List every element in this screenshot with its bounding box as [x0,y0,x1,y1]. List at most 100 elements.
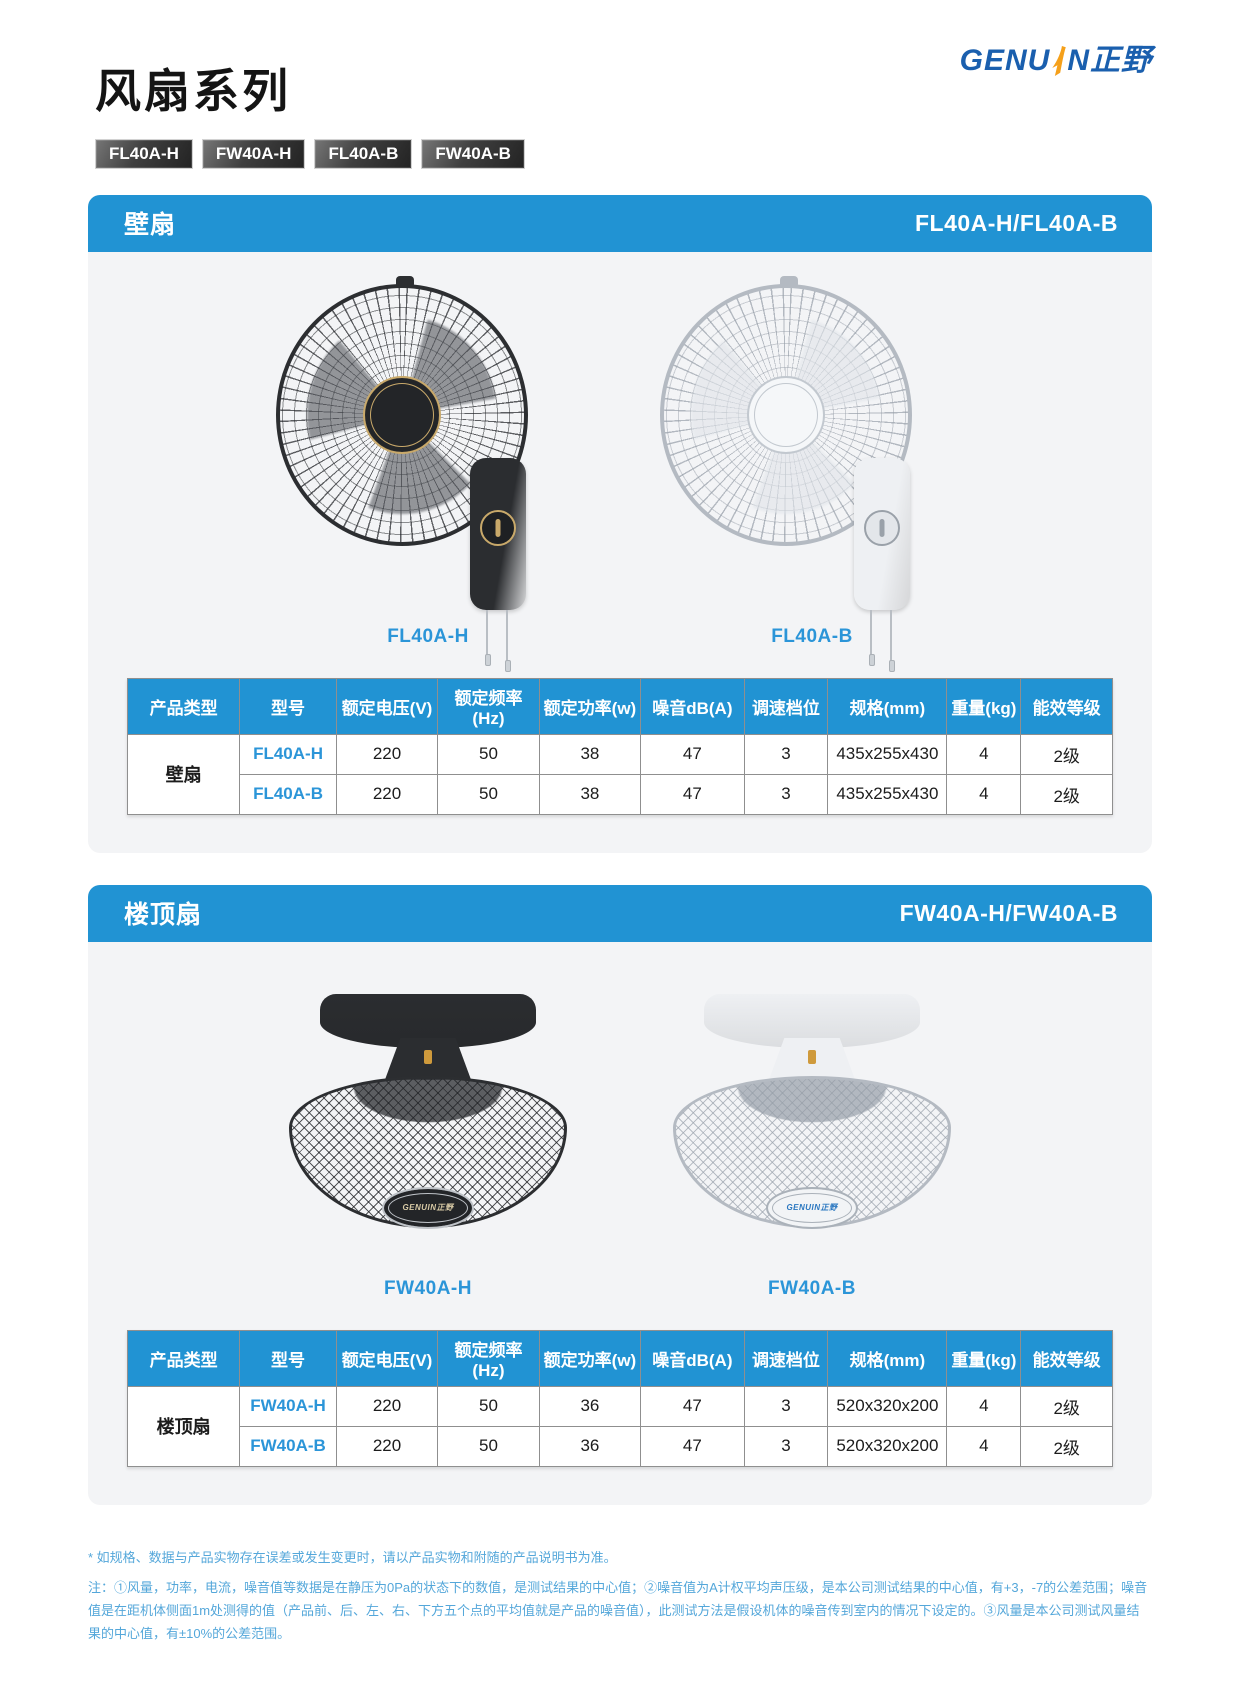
ceiling-mount [320,993,536,1048]
logo-text-right: N [1067,44,1090,77]
table-cell: 4 [946,773,1022,815]
model-badge: FL40A-B [314,138,413,169]
fan-cage [660,283,912,546]
logo-text-left: GENU [959,44,1051,77]
cap-brand-text: GENUIN正野 [786,1203,838,1213]
table-cell: 435x255x430 [827,733,948,775]
table-header-cell: 能效等级 [1020,1329,1113,1387]
fan-center-cap: GENUIN正野 [382,1186,474,1229]
table-header-cell: 额定功率(w) [538,1329,642,1387]
table-cell: 4 [946,733,1022,775]
category-cell: 楼顶扇 [126,1385,241,1467]
wall-fan-graphic [258,275,598,672]
model-badge: FW40A-H [201,138,306,169]
wall-fan-spec-table: 产品类型 型号 额定电压(V) 额定频率(Hz) 额定功率(w) 噪音dB(A)… [126,677,1113,815]
section-model-codes: FW40A-H/FW40A-B [899,899,1118,926]
wall-fan-black-image [258,275,598,672]
table-cell: 47 [640,1385,745,1427]
section-title: 壁扇 [124,211,177,240]
section-header: 楼顶扇 FW40A-H/FW40A-B [88,884,1152,942]
fan-body-column [470,457,526,610]
table-cell: 2级 [1020,733,1113,775]
table-cell: 2级 [1020,773,1113,815]
fan-cage [276,283,528,546]
table-header-cell: 型号 [239,1329,337,1387]
model-badge: FL40A-H [95,138,193,169]
table-cell: 36 [538,1425,642,1467]
table-cell: 50 [437,733,540,775]
product-label: FW40A-B [768,1277,856,1299]
table-header-cell: 重量(kg) [946,677,1022,735]
test-method-note: 注：①风量，功率，电流，噪音值等数据是在静压为0Pa的状态下的数值，是测试结果的… [88,1580,1148,1641]
table-cell: 3 [743,1385,829,1427]
table-cell: 47 [640,733,745,775]
ceiling-fan-white-figure: GENUIN正野 FW40A-B [642,968,982,1300]
table-header-cell: 额定频率(Hz) [437,677,540,735]
product-label: FW40A-H [384,1277,472,1299]
fan-speed-knob [864,509,900,546]
category-cell: 壁扇 [126,733,241,815]
table-header-row: 产品类型 型号 额定电压(V) 额定频率(Hz) 额定功率(w) 噪音dB(A)… [126,1329,1113,1387]
disclaimer-note: * 如规格、数据与产品实物存在误差或发生变更时，请以产品实物和附随的产品说明书为… [88,1549,617,1565]
table-header-cell: 规格(mm) [827,677,948,735]
table-cell: 47 [640,773,745,815]
table-header-cell: 额定电压(V) [335,1329,439,1387]
table-cell: 36 [538,1385,642,1427]
fan-pull-cord [889,609,895,672]
table-cell: 2级 [1020,1425,1113,1467]
fan-hub [363,375,441,454]
fan-hub [747,375,825,454]
table-header-cell: 重量(kg) [946,1329,1022,1387]
table-header-cell: 能效等级 [1020,677,1113,735]
product-label: FL40A-B [771,625,853,647]
ceiling-fan-graphic: GENUIN正野 [642,968,982,1268]
model-badge: FW40A-B [421,138,525,169]
section-wall-fan: 壁扇 FL40A-H/FL40A-B [88,194,1152,853]
ceiling-pivot-pin [808,1049,816,1064]
page-header: GENU N 正野 风扇系列 FL40A-H FW40A-H FL40A-B FW4… [0,0,1240,169]
table-cell: 50 [437,1385,540,1427]
table-header-cell: 产品类型 [126,677,241,735]
wall-fan-white-figure: FL40A-B [642,275,982,672]
table-header-cell: 噪音dB(A) [640,1329,745,1387]
ceiling-pivot-pin [424,1049,432,1064]
table-row: FW40A-B 220 50 36 47 3 520x320x200 4 2级 [128,1425,1113,1467]
table-cell: 220 [335,733,439,775]
logo-text-cn: 正野 [1090,44,1152,77]
section-body: GENUIN正野 FW40A-H GENUIN正野 [88,941,1152,1505]
fan-pull-cord [485,609,491,666]
ceiling-fan-graphic: GENUIN正野 [258,968,598,1268]
ceiling-fan-black-image: GENUIN正野 [258,968,598,1268]
fan-speed-knob [480,509,516,546]
table-cell: 3 [743,1425,829,1467]
section-body: FL40A-H [88,251,1152,853]
table-header-cell: 调速档位 [743,677,829,735]
footnotes: * 如规格、数据与产品实物存在误差或发生变更时，请以产品实物和附随的产品说明书为… [88,1547,1152,1646]
table-row: 楼顶扇 FW40A-H 220 50 36 47 3 520x320x200 4… [126,1385,1113,1467]
table-cell: 220 [335,1385,439,1427]
product-gallery: GENUIN正野 FW40A-H GENUIN正野 [127,968,1113,1300]
ceiling-mount [704,993,920,1048]
model-cell: FL40A-H [239,733,337,775]
page-title: 风扇系列 [95,65,291,117]
ceiling-fan-spec-table: 产品类型 型号 额定电压(V) 额定频率(Hz) 额定功率(w) 噪音dB(A)… [126,1329,1113,1467]
table-header-cell: 噪音dB(A) [640,677,745,735]
section-header: 壁扇 FL40A-H/FL40A-B [88,194,1152,252]
table-cell: 3 [743,773,829,815]
ceiling-fan-black-figure: GENUIN正野 FW40A-H [258,968,598,1300]
table-cell: 50 [437,773,540,815]
table-cell: 2级 [1020,1385,1113,1427]
table-cell: 50 [437,1425,540,1467]
logo-swoosh-icon [1051,46,1067,76]
fan-bowl-cage: GENUIN正野 [289,1075,567,1229]
fan-pull-cord [505,609,511,672]
table-header-cell: 调速档位 [743,1329,829,1387]
table-cell: 220 [335,773,439,815]
ceiling-fan-white-image: GENUIN正野 [642,968,982,1268]
section-ceiling-fan: 楼顶扇 FW40A-H/FW40A-B GENUIN正野 [88,884,1152,1505]
wall-fan-white-image [642,275,982,672]
fan-body-column [854,457,910,610]
table-row: FL40A-B 220 50 38 47 3 435x255x430 4 2级 [128,773,1113,815]
wall-fan-black-figure: FL40A-H [258,275,598,672]
table-header-cell: 额定电压(V) [335,677,439,735]
